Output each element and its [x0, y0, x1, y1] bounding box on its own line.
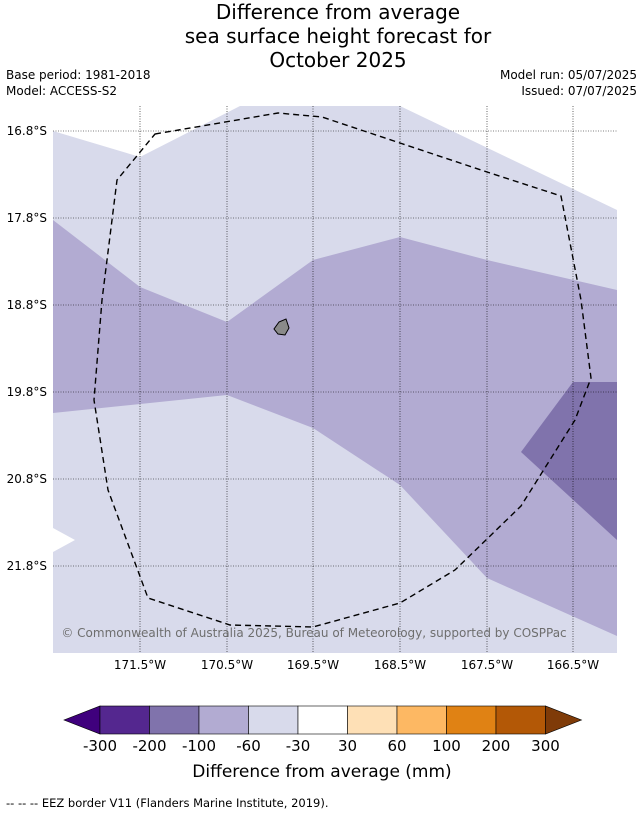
colorbar-segment — [198, 705, 249, 735]
lat-label: 18.8°S — [7, 298, 47, 312]
colorbar-segment — [347, 705, 398, 735]
title-line-1: Difference from average — [215, 0, 461, 24]
colorbar-tick: -100 — [181, 737, 217, 755]
copyright-notice: © Commonwealth of Australia 2025, Bureau… — [61, 626, 566, 640]
island-niue — [273, 318, 290, 336]
model-info: Base period: 1981-2018 Model: ACCESS-S2 — [6, 67, 151, 99]
colorbar-segment — [446, 705, 497, 735]
lat-label: 21.8°S — [7, 559, 47, 573]
map-title: Difference from average sea surface heig… — [0, 0, 644, 72]
colorbar-tick: -200 — [132, 737, 167, 755]
colorbar-tick: -300 — [82, 737, 118, 755]
lat-label: 16.8°S — [7, 124, 47, 138]
colorbar-tick: 30 — [337, 737, 358, 755]
lon-label: 170.5°W — [201, 658, 253, 672]
longitude-labels: 171.5°W 170.5°W 169.5°W 168.5°W 167.5°W … — [114, 658, 599, 672]
colorbar-segment — [149, 705, 200, 735]
colorbar-tick: 100 — [432, 737, 461, 755]
model-run-date: Model run: 05/07/2025 — [499, 68, 637, 82]
anomaly-region-dark — [521, 382, 617, 540]
run-info: Model run: 05/07/2025 Issued: 07/07/2025 — [500, 67, 637, 99]
anomaly-region-medium — [53, 220, 617, 636]
colorbar-tick: -60 — [236, 737, 261, 755]
lon-label: 167.5°W — [461, 658, 513, 672]
colorbar-tick: 300 — [531, 737, 560, 755]
anomaly-region-light-bottom — [172, 645, 313, 653]
lon-label: 166.5°W — [547, 658, 599, 672]
eez-footnote: -- -- -- EEZ border V11 (Flanders Marine… — [6, 796, 329, 810]
colorbar-tick: 200 — [481, 737, 511, 755]
colorbar-segment — [99, 705, 150, 735]
colorbar-extend-high — [545, 705, 583, 735]
colorbar — [63, 705, 583, 735]
colorbar-extend-low — [63, 705, 101, 735]
issued-date: Issued: 07/07/2025 — [521, 84, 637, 98]
lat-label: 19.8°S — [7, 385, 47, 399]
colorbar-segment — [495, 705, 546, 735]
colorbar-segment — [248, 705, 299, 735]
colorbar-segment — [297, 705, 348, 735]
title-line-2: sea surface height forecast for — [184, 24, 492, 48]
lat-label: 20.8°S — [7, 472, 47, 486]
map-area: © Commonwealth of Australia 2025, Bureau… — [53, 106, 617, 653]
lon-label: 168.5°W — [374, 658, 426, 672]
model-name: Model: ACCESS-S2 — [6, 84, 118, 98]
base-period: Base period: 1981-2018 — [6, 68, 151, 82]
colorbar-label: Difference from average (mm) — [192, 762, 452, 782]
gridlines — [53, 106, 617, 653]
lon-label: 169.5°W — [287, 658, 339, 672]
latitude-labels: 16.8°S 17.8°S 18.8°S 19.8°S 20.8°S 21.8°… — [7, 124, 47, 573]
lat-label: 17.8°S — [7, 211, 47, 225]
title-line-3: October 2025 — [269, 48, 407, 72]
colorbar-segment — [396, 705, 447, 735]
colorbar-tick: -30 — [285, 737, 311, 755]
colorbar-tick: 60 — [387, 737, 407, 755]
lon-label: 171.5°W — [114, 658, 166, 672]
